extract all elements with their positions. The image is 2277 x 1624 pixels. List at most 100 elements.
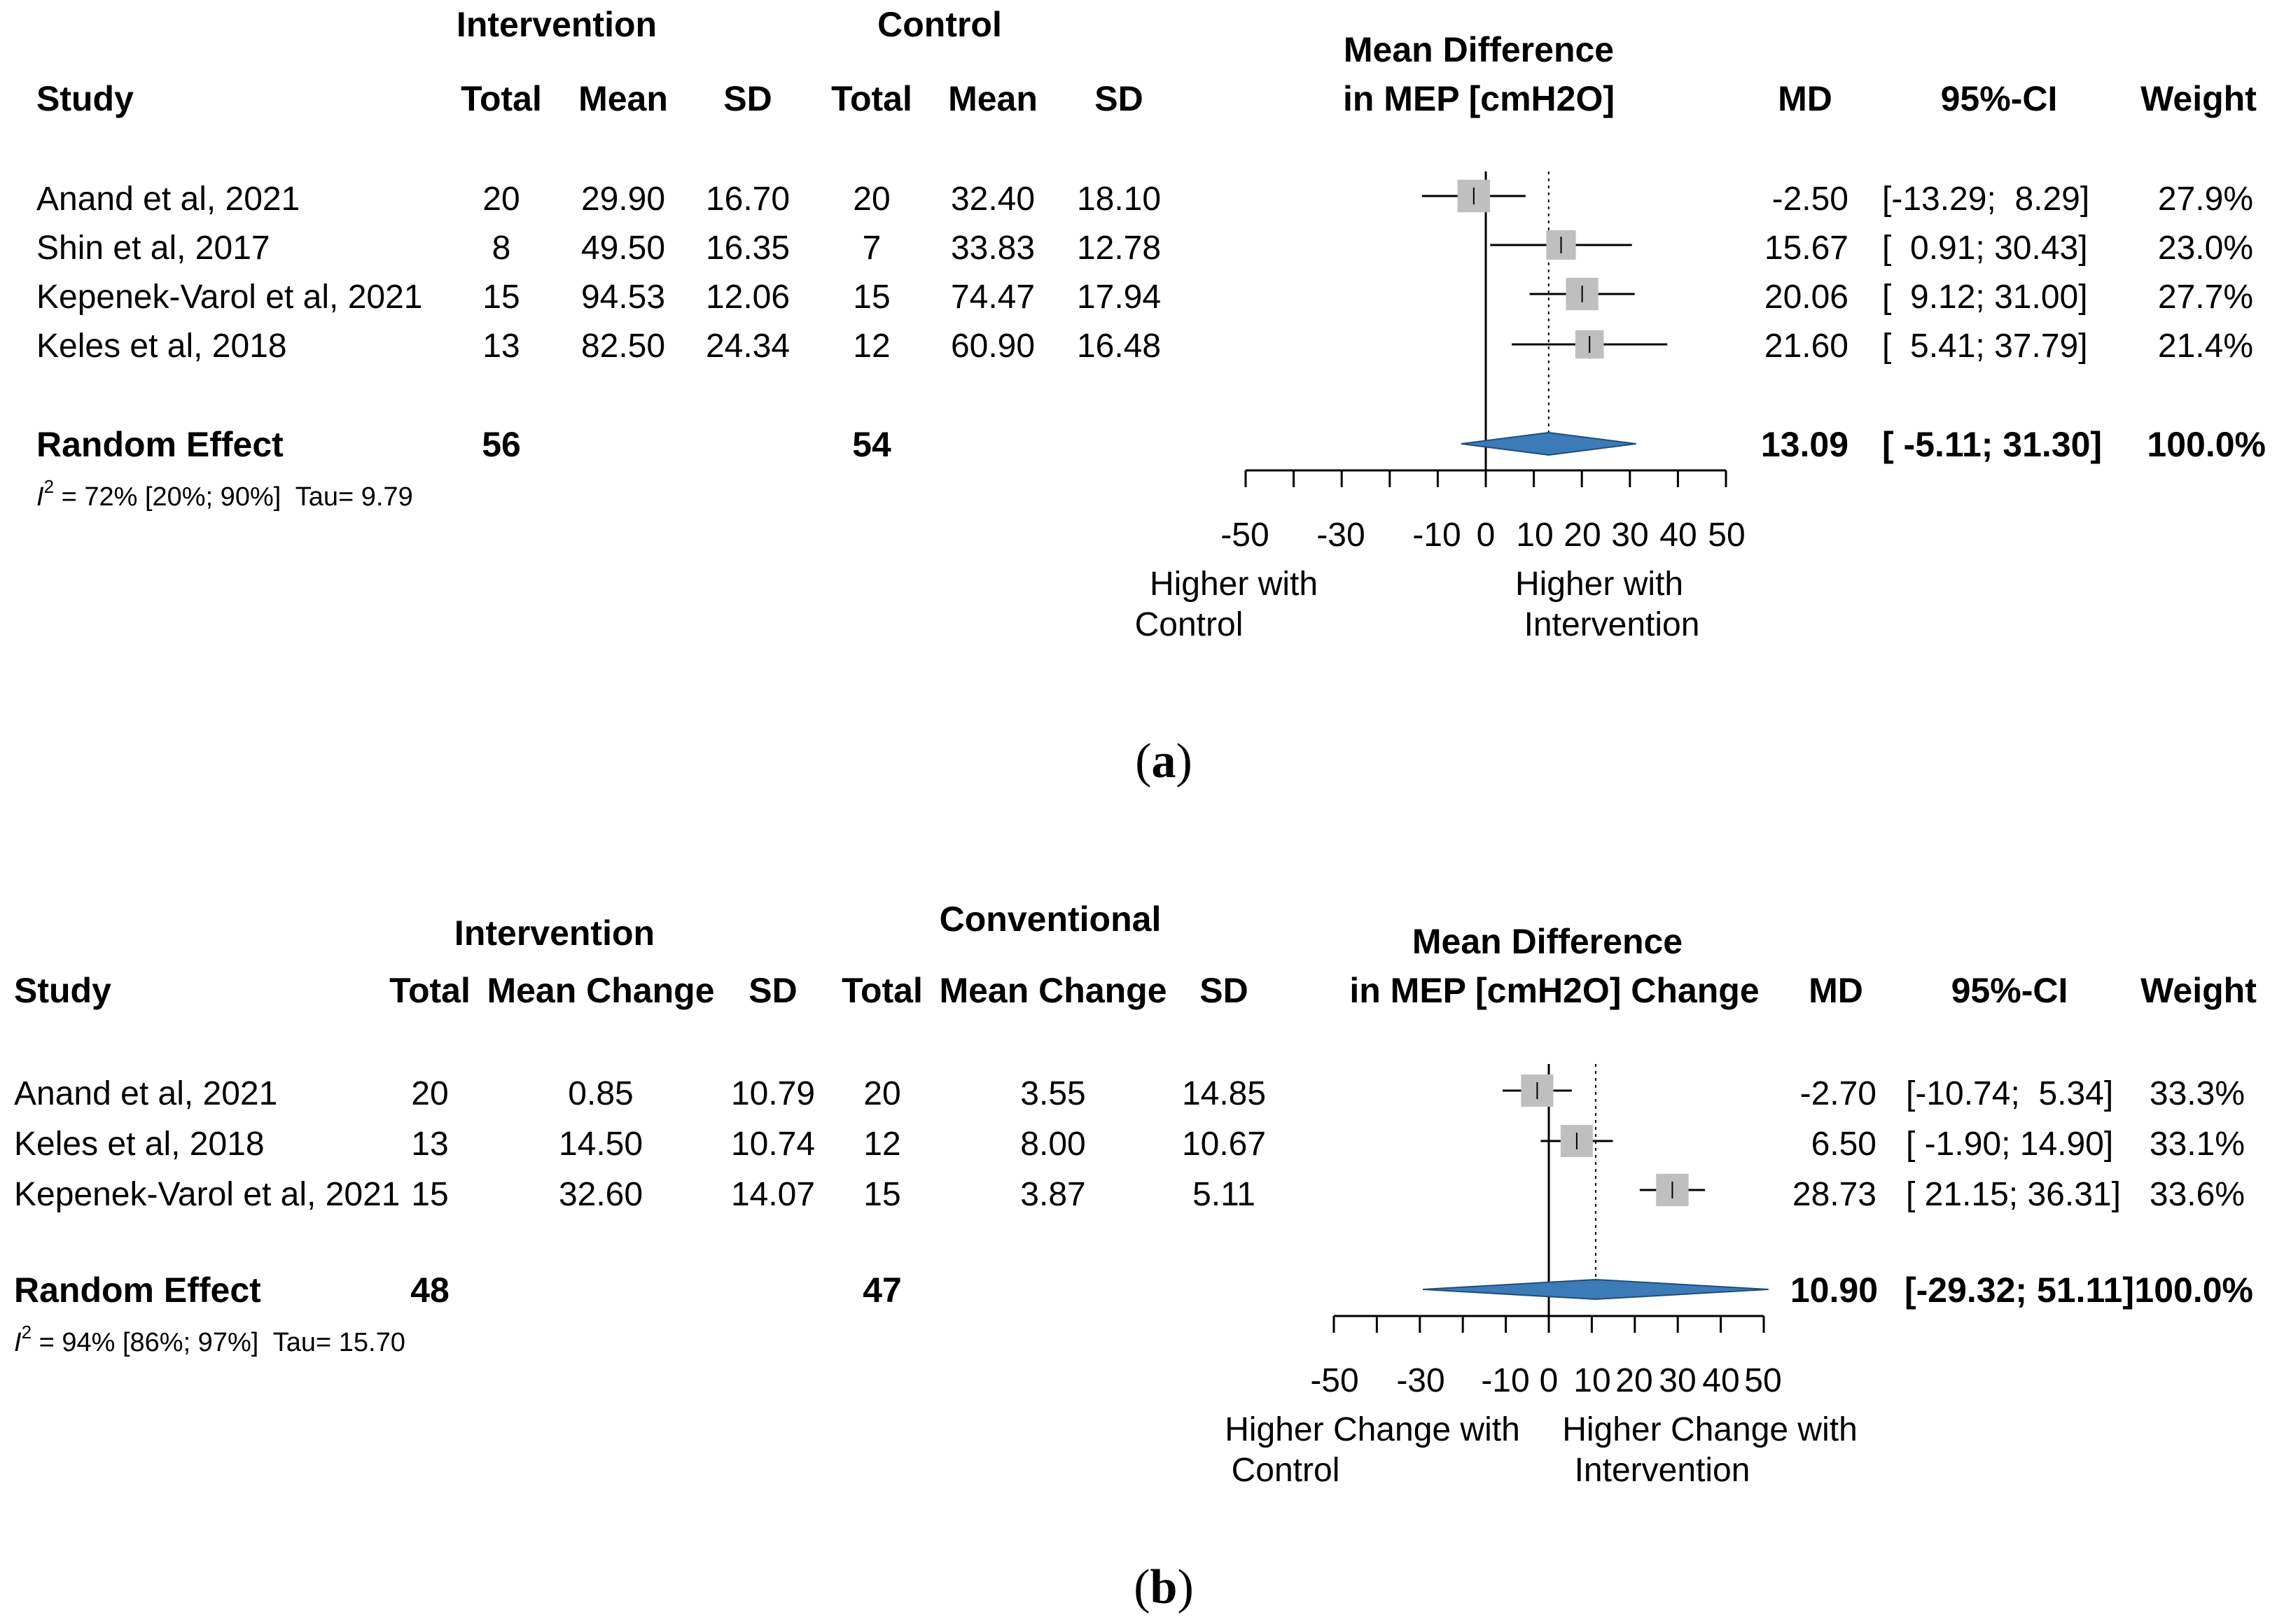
group2-header: Conventional <box>940 899 1162 939</box>
cell-weight: 33.6% <box>2150 1176 2245 1213</box>
group1-header: Intervention <box>457 5 657 44</box>
axis-label: 20 <box>1615 1362 1652 1399</box>
panel-label-paren: ( <box>1134 1560 1150 1614</box>
plot-title-line1: Mean Difference <box>1344 30 1614 69</box>
col-header-total-1: Total <box>389 971 471 1010</box>
right-direction-label-line1: Higher with <box>1515 566 1683 603</box>
col-header-study: Study <box>14 971 111 1010</box>
cell-sd-2: 12.78 <box>1077 230 1161 267</box>
cell-md: -2.50 <box>1772 181 1848 218</box>
axis-label: 50 <box>1708 517 1745 554</box>
heterogeneity-text: = 72% [20%; 90%] Tau= 9.79 <box>54 482 413 512</box>
cell-mean-1: 49.50 <box>581 230 665 267</box>
summary-total-2: 54 <box>852 425 891 464</box>
summary-row: Random Effect 48 47 10.90 [-29.32; 51.11… <box>14 1270 2253 1310</box>
cell-md: 15.67 <box>1764 230 1848 267</box>
col-header-sd-1: SD <box>723 79 772 118</box>
forest-plot-b <box>1332 1064 1769 1333</box>
cell-mean-1: 29.90 <box>581 181 665 218</box>
study-name: Anand et al, 2021 <box>14 1075 277 1112</box>
i-squared-symbol: I <box>36 482 44 512</box>
cell-total-2: 20 <box>863 1075 900 1112</box>
cell-sd-2: 14.85 <box>1182 1075 1266 1112</box>
cell-md: 28.73 <box>1792 1176 1876 1213</box>
summary-total-1: 56 <box>482 425 521 464</box>
axis-label: 10 <box>1573 1362 1610 1399</box>
col-header-total-2: Total <box>842 971 923 1010</box>
summary-ci: [-29.32; 51.11] <box>1905 1270 2134 1310</box>
plot-title-line1: Mean Difference <box>1412 922 1683 961</box>
col-header-weight: Weight <box>2140 971 2257 1010</box>
col-header-ci: 95%-CI <box>1941 79 2058 118</box>
cell-sd-2: 17.94 <box>1077 279 1161 316</box>
cell-weight: 27.9% <box>2158 181 2253 218</box>
heterogeneity-stats: I2 = 94% [86%; 97%] Tau= 15.70 <box>14 1322 405 1357</box>
col-header-mean-1: Mean <box>578 79 668 118</box>
cell-ci: [ -1.90; 14.90] <box>1906 1126 2113 1163</box>
axis-label: 40 <box>1702 1362 1739 1399</box>
cell-sd-1: 10.74 <box>731 1126 815 1163</box>
forest-plot-a <box>1244 172 1727 487</box>
cell-total-2: 12 <box>863 1126 900 1163</box>
cell-total-2: 20 <box>853 181 890 218</box>
cell-ci: [ 9.12; 31.00] <box>1882 279 2088 316</box>
axis-label: 20 <box>1564 517 1601 554</box>
cell-weight: 21.4% <box>2158 328 2253 365</box>
col-header-sd-2: SD <box>1199 971 1248 1010</box>
plot-title-line2: in MEP [cmH2O] Change <box>1349 971 1759 1010</box>
axis-label: 30 <box>1611 517 1648 554</box>
table-row: Kepenek-Varol et al, 2021 15 32.60 14.07… <box>14 1176 2245 1213</box>
axis-label: 0 <box>1540 1362 1559 1399</box>
study-name: Keles et al, 2018 <box>36 328 287 365</box>
cell-total-1: 15 <box>482 279 520 316</box>
col-header-mean-2: Mean <box>948 79 1038 118</box>
cell-sd-2: 16.48 <box>1077 328 1161 365</box>
summary-weight: 100.0% <box>2134 1270 2253 1310</box>
axis-label: -50 <box>1310 1362 1358 1399</box>
cell-total-1: 13 <box>411 1126 448 1163</box>
study-name: Keles et al, 2018 <box>14 1126 265 1163</box>
axis-label: -10 <box>1481 1362 1529 1399</box>
cell-mean-1: 94.53 <box>581 279 665 316</box>
cell-md: 21.60 <box>1764 328 1848 365</box>
summary-md: 10.90 <box>1790 1270 1878 1310</box>
axis-label: -10 <box>1412 517 1461 554</box>
cell-ci: [ 0.91; 30.43] <box>1882 230 2088 267</box>
cell-total-1: 15 <box>411 1176 448 1213</box>
col-header-md: MD <box>1778 79 1832 118</box>
table-row: Keles et al, 2018 13 14.50 10.74 12 8.00… <box>14 1126 2245 1163</box>
cell-ci: [ 21.15; 36.31] <box>1906 1176 2121 1213</box>
study-name: Anand et al, 2021 <box>36 181 300 218</box>
cell-sd-2: 18.10 <box>1077 181 1161 218</box>
cell-mean-2: 32.40 <box>951 181 1035 218</box>
summary-diamond <box>1461 431 1636 456</box>
table-row: Keles et al, 2018 13 82.50 24.34 12 60.9… <box>36 328 2253 365</box>
group1-header: Intervention <box>454 913 655 953</box>
cell-mean-2: 74.47 <box>951 279 1035 316</box>
plot-title-line2: in MEP [cmH2O] <box>1343 79 1615 118</box>
col-header-md: MD <box>1809 971 1863 1010</box>
summary-total-2: 47 <box>863 1270 902 1310</box>
col-header-sd-2: SD <box>1094 79 1143 118</box>
summary-label: Random Effect <box>14 1270 261 1310</box>
cell-ci: [-10.74; 5.34] <box>1906 1075 2113 1112</box>
right-direction-label-line2: Intervention <box>1524 606 1700 643</box>
axis-label: 30 <box>1659 1362 1696 1399</box>
cell-weight: 33.3% <box>2150 1075 2245 1112</box>
i-squared-superscript: 2 <box>22 1322 32 1343</box>
cell-mean-change-1: 32.60 <box>559 1176 643 1213</box>
cell-total-1: 20 <box>411 1075 448 1112</box>
cell-mean-2: 33.83 <box>951 230 1035 267</box>
col-header-mean-change-1: Mean Change <box>487 971 714 1010</box>
panel-label-paren: ) <box>1176 734 1192 788</box>
cell-sd-1: 12.06 <box>706 279 790 316</box>
axis-label: -30 <box>1396 1362 1444 1399</box>
group2-header: Control <box>877 5 1002 44</box>
axis-label: -50 <box>1220 517 1269 554</box>
cell-md: -2.70 <box>1800 1075 1876 1112</box>
summary-ci: [ -5.11; 31.30] <box>1882 425 2102 464</box>
cell-sd-1: 16.70 <box>706 181 790 218</box>
cell-total-2: 7 <box>863 230 882 267</box>
col-header-study: Study <box>36 79 134 118</box>
axis-label: 0 <box>1477 517 1496 554</box>
